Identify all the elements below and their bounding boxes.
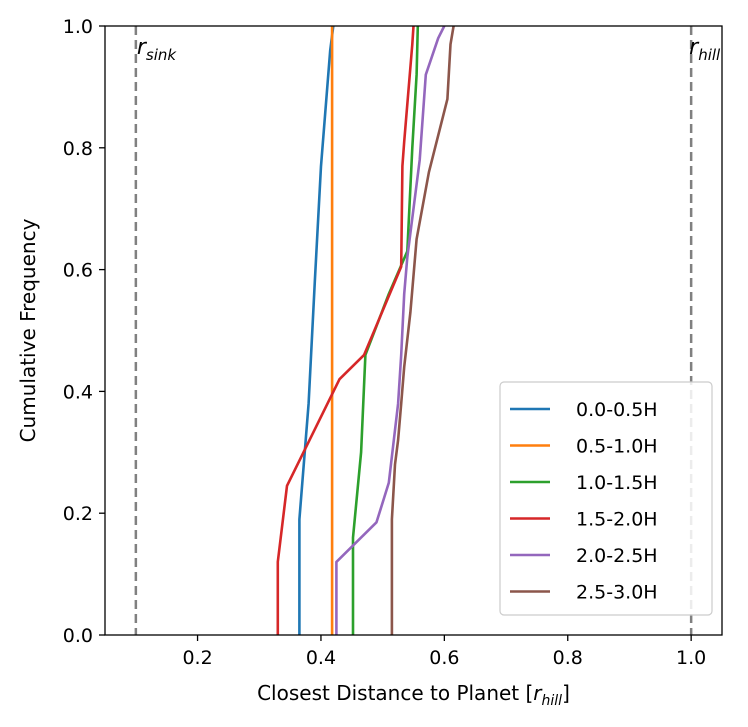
r-sink-var: r [137, 35, 148, 60]
x-tick-label: 0.2 [182, 647, 212, 669]
x-tick-label: 0.6 [429, 647, 459, 669]
axes-frame [104, 25, 723, 636]
series-line-0.0-0.5H [298, 25, 335, 635]
r-sink-annotation: rsink [137, 35, 178, 64]
x-axis-label-var: r [533, 681, 543, 705]
r-sink-sub: sink [146, 46, 177, 64]
x-axis-label-sub: hill [542, 693, 563, 709]
r-hill-sub: hill [698, 46, 721, 64]
legend-label: 0.0-0.5H [576, 399, 658, 421]
y-tick-label: 0.2 [63, 503, 93, 525]
x-tick-label: 0.8 [553, 647, 583, 669]
y-tick-label: 0.4 [63, 381, 93, 403]
x-axis-label-main: Closest Distance to Planet [ [257, 681, 533, 705]
legend: 0.0-0.5H 0.5-1.0H 1.0-1.5H 1.5-2.0H 2.0-2.5H… [499, 381, 713, 616]
y-tick-label: 0.8 [63, 138, 93, 160]
legend-label: 0.5-1.0H [576, 436, 658, 458]
series-line-1.5-2.0H [276, 25, 415, 635]
legend-label: 2.5-3.0H [576, 582, 658, 604]
legend-label: 1.5-2.0H [576, 509, 658, 531]
y-axis-label: Cumulative Frequency [16, 218, 40, 442]
axes: 0.2 0.4 0.6 0.8 1.0 0.0 0.2 0.4 0.6 0.8 1.0 [63, 16, 723, 669]
x-tick-label: 1.0 [676, 647, 706, 669]
series-line-2.5-3.0H [390, 25, 455, 635]
y-tick-label: 1.0 [63, 16, 93, 38]
legend-label: 1.0-1.5H [576, 472, 658, 494]
legend-label: 2.0-2.5H [576, 545, 658, 567]
x-axis-label-end: ] [562, 681, 570, 705]
legend-box [499, 381, 713, 616]
r-hill-annotation: rhill [689, 35, 721, 64]
series-line-2.0-2.5H [335, 25, 446, 635]
y-tick-label: 0.6 [63, 260, 93, 282]
r-hill-var: r [689, 35, 700, 60]
x-axis-label: Closest Distance to Planet [rhill] [257, 681, 570, 709]
y-tick-label: 0.0 [63, 625, 93, 647]
x-tick-label: 0.4 [306, 647, 336, 669]
